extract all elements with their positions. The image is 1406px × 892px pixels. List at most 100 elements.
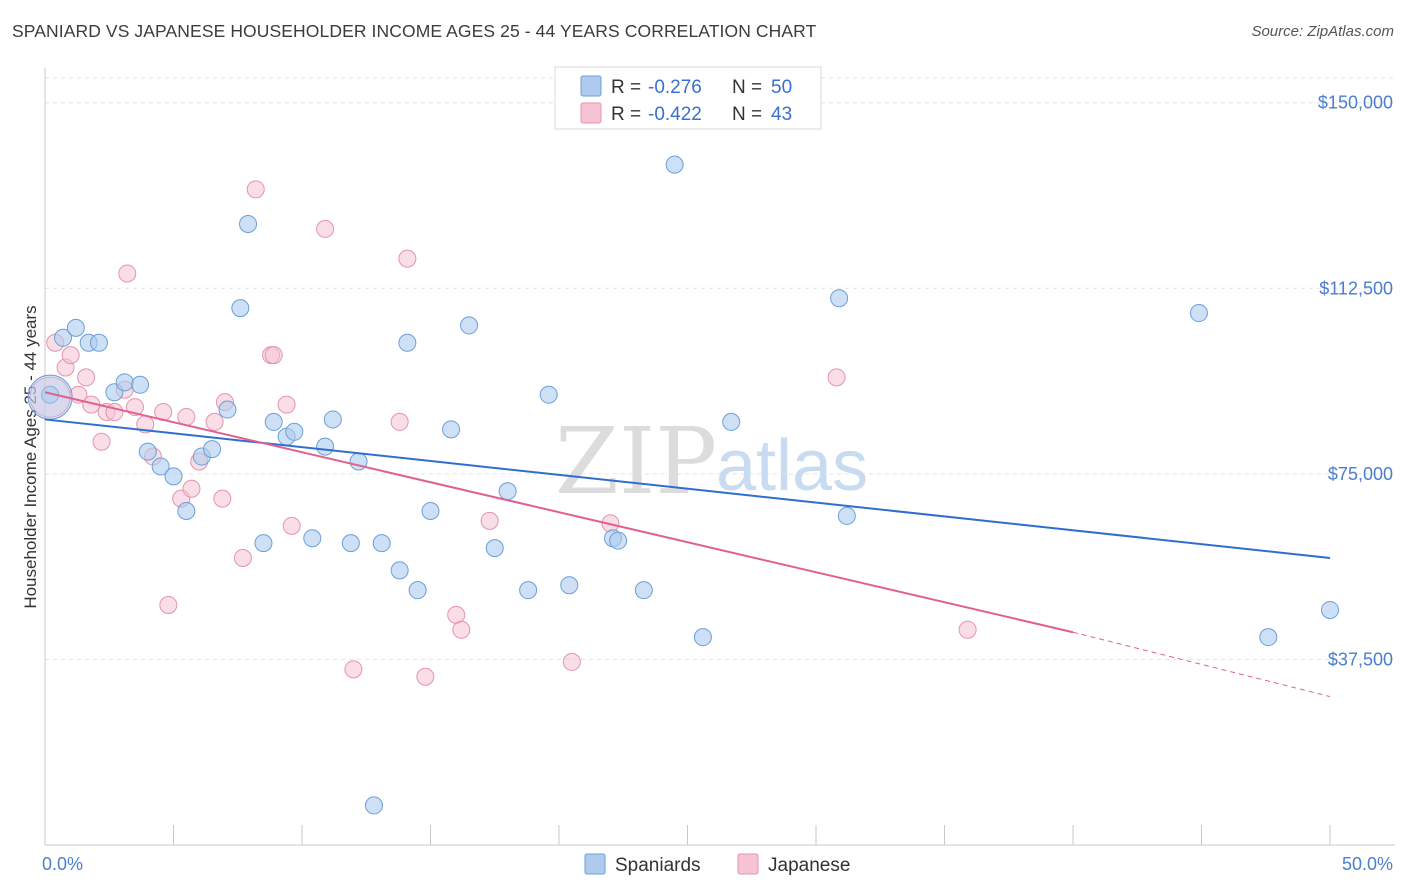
japanese-point <box>159 596 178 615</box>
axes <box>44 68 1395 846</box>
spaniards-point <box>485 539 504 558</box>
y-axis-title: Householder Income Ages 25 - 44 years <box>21 305 40 608</box>
spaniards-point <box>203 440 222 459</box>
series-legend: Spaniards Japanese <box>584 853 850 876</box>
spaniards-point <box>231 299 250 318</box>
legend-swatch-japanese <box>580 102 602 124</box>
spaniards-point <box>323 410 342 429</box>
japanese-point <box>205 412 224 431</box>
japanese-point <box>233 548 252 567</box>
x-tick-label-end: 50.0% <box>1342 854 1393 874</box>
legend-r-value-spaniards: -0.276 <box>648 77 702 98</box>
spaniards-point <box>138 442 157 461</box>
chart-title: SPANIARD VS JAPANESE HOUSEHOLDER INCOME … <box>12 21 817 41</box>
bottom-legend-label-spaniards: Spaniards <box>615 855 701 876</box>
japanese-point <box>118 264 137 283</box>
spaniards-point <box>634 581 653 600</box>
spaniards-point <box>316 437 335 456</box>
spaniards-point <box>264 412 283 431</box>
spaniards-point <box>66 318 85 337</box>
spaniards-point <box>372 534 391 553</box>
japanese-point <box>182 479 201 498</box>
japanese-points <box>29 180 977 686</box>
spaniards-point <box>364 796 383 815</box>
spaniards-point <box>421 501 440 520</box>
spaniards-point <box>341 534 360 553</box>
japanese-point <box>398 249 417 268</box>
spaniards-point <box>665 155 684 174</box>
spaniards-point <box>609 531 628 550</box>
spaniards-point <box>53 328 72 347</box>
japanese-point <box>246 180 265 199</box>
y-tick-label: $112,500 <box>1319 278 1393 298</box>
spaniards-point <box>722 412 741 431</box>
spaniards-point <box>254 534 273 553</box>
spaniards-point <box>115 373 134 392</box>
japanese-point <box>958 620 977 639</box>
trend-lines <box>44 391 1331 698</box>
japanese-point <box>390 412 409 431</box>
japanese-point <box>77 368 96 387</box>
spaniards-point <box>285 422 304 441</box>
spaniards-point <box>131 375 150 394</box>
japanese-point <box>264 346 283 365</box>
spaniards-point <box>539 385 558 404</box>
legend-n-label-japanese: N = <box>732 104 762 125</box>
spaniards-point <box>239 214 258 233</box>
spaniards-point <box>498 482 517 501</box>
spaniards-point <box>560 576 579 595</box>
source-label: Source: ZipAtlas.com <box>1251 23 1394 40</box>
japanese-point <box>344 660 363 679</box>
japanese-point <box>562 652 581 671</box>
legend-r-label-spaniards: R = <box>611 77 641 98</box>
spaniards-point <box>442 420 461 439</box>
watermark-zip: ZIP <box>555 408 717 515</box>
spaniards-point <box>398 333 417 352</box>
japanese-point <box>213 489 232 508</box>
japanese-point <box>827 368 846 387</box>
legend-r-value-japanese: -0.422 <box>648 104 702 125</box>
japanese-trend-line <box>44 391 1074 634</box>
spaniards-point <box>1189 304 1208 323</box>
japanese-point <box>277 395 296 414</box>
japanese-point <box>316 219 335 238</box>
japanese-point <box>416 667 435 686</box>
spaniards-point <box>177 501 196 520</box>
spaniards-point <box>460 316 479 335</box>
spaniards-point <box>390 561 409 580</box>
spaniards-point <box>408 581 427 600</box>
spaniards-point <box>164 467 183 486</box>
bottom-legend-label-japanese: Japanese <box>768 855 850 876</box>
legend-n-label-spaniards: N = <box>732 77 762 98</box>
japanese-trend-extension <box>1072 631 1331 698</box>
spaniards-point <box>218 400 237 419</box>
spaniards-point <box>837 506 856 525</box>
legend-n-value-spaniards: 50 <box>771 77 792 98</box>
legend-swatch-spaniards <box>580 75 602 97</box>
spaniards-point <box>693 628 712 647</box>
y-tick-labels: $37,500 $75,000 $112,500 $150,000 <box>1318 93 1393 670</box>
spaniards-point <box>89 333 108 352</box>
watermark: ZIP atlas <box>555 408 868 515</box>
watermark-atlas: atlas <box>716 426 868 506</box>
spaniards-point <box>303 529 322 548</box>
spaniards-point <box>830 289 849 308</box>
spaniards-point <box>1321 600 1339 619</box>
japanese-point <box>61 346 80 365</box>
y-tick-label: $75,000 <box>1328 464 1393 484</box>
japanese-point <box>480 511 499 530</box>
legend-r-label-japanese: R = <box>611 104 641 125</box>
legend-n-value-japanese: 43 <box>771 104 792 125</box>
japanese-point <box>452 620 471 639</box>
y-tick-label: $37,500 <box>1328 649 1393 669</box>
grid-lines <box>45 77 1395 660</box>
spaniards-point <box>151 457 170 476</box>
japanese-point <box>282 516 301 535</box>
correlation-legend: R = -0.276 N = 50 R = -0.422 N = 43 <box>554 66 822 130</box>
spaniards-points <box>27 155 1339 815</box>
bottom-legend-swatch-spaniards <box>584 853 606 875</box>
x-tick-label-start: 0.0% <box>42 854 83 874</box>
bottom-legend-swatch-japanese <box>737 853 759 875</box>
spaniards-point <box>1259 628 1278 647</box>
